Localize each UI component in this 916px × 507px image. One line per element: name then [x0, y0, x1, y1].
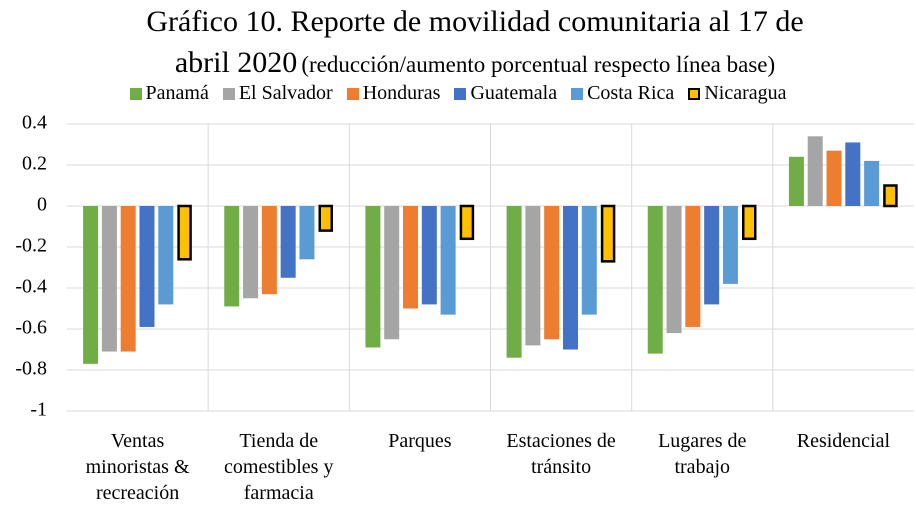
y-tick-label: 0.4 [22, 112, 47, 134]
bar [506, 206, 522, 358]
bar [280, 206, 296, 278]
legend-label: El Salvador [238, 82, 333, 104]
bar [318, 204, 333, 232]
bar [440, 206, 456, 315]
y-tick-label: -0.4 [15, 276, 47, 298]
legend-label: Nicaragua [704, 82, 787, 104]
bar [224, 206, 240, 307]
bar [704, 206, 720, 305]
legend-swatch [346, 87, 359, 100]
legend-item: Costa Rica [571, 82, 674, 105]
legend-item: Panamá [129, 82, 209, 105]
bar [139, 206, 155, 327]
bar [120, 206, 136, 352]
bar [807, 136, 823, 206]
bar [83, 206, 99, 364]
bar [647, 206, 663, 354]
legend-item: Guatemala [454, 82, 557, 105]
bar [525, 206, 541, 346]
legend-swatch [688, 87, 701, 100]
bar [666, 206, 682, 334]
legend-swatch [129, 87, 142, 100]
y-tick-label: 0 [37, 194, 47, 216]
bar [685, 206, 701, 327]
bar [421, 206, 437, 305]
legend-item: Honduras [346, 82, 441, 105]
bar [581, 206, 597, 315]
bar [365, 206, 381, 348]
bar [864, 160, 880, 206]
legend-label: Costa Rica [587, 82, 675, 104]
legend-label: Guatemala [470, 82, 558, 104]
bar [261, 206, 277, 295]
y-tick-label: -0.6 [15, 317, 47, 339]
y-tick-label: -0.8 [15, 358, 47, 380]
title-block: Gráfico 10. Reporte de movilidad comunit… [130, 4, 820, 86]
legend-label: Panamá [145, 82, 209, 104]
bar [101, 206, 117, 352]
bar [845, 142, 861, 206]
bar [600, 204, 616, 263]
bar [722, 206, 738, 284]
legend-swatch [571, 87, 584, 100]
bar [883, 184, 898, 208]
chart-title: Gráfico 10. Reporte de movilidad comunit… [146, 5, 804, 79]
x-tick-label: Lugares de trabajo [658, 430, 747, 478]
legend-item: Nicaragua [688, 82, 786, 105]
x-tick-label: Tienda de comestibles y farmacia [224, 430, 334, 504]
bar [384, 206, 400, 340]
legend-label: Honduras [362, 82, 441, 104]
bar [544, 206, 560, 340]
bar [788, 156, 804, 206]
x-tick-label: Estaciones de tránsito [506, 430, 616, 478]
legend-swatch [222, 87, 235, 100]
legend: Panamá El Salvador Honduras Guatemala Costa … [0, 82, 916, 105]
bar [299, 206, 315, 260]
x-tick-label: Parques [388, 430, 452, 452]
bar [243, 206, 259, 299]
bar [459, 204, 475, 241]
x-tick-label: Ventas minoristas & recreación [85, 430, 190, 504]
legend-item: El Salvador [222, 82, 333, 105]
bar [158, 206, 174, 305]
legend-swatch [454, 87, 467, 100]
bar [403, 206, 419, 309]
y-tick-label: 0.2 [22, 153, 47, 175]
bar [562, 206, 578, 350]
chart-subtitle: (reducción/aumento porcentual respecto l… [301, 52, 776, 77]
x-tick-label: Residencial [796, 430, 891, 452]
bar [826, 150, 842, 206]
bar [742, 204, 757, 241]
y-tick-label: -1 [30, 399, 47, 421]
y-tick-label: -0.2 [15, 235, 47, 257]
bar [177, 204, 192, 261]
